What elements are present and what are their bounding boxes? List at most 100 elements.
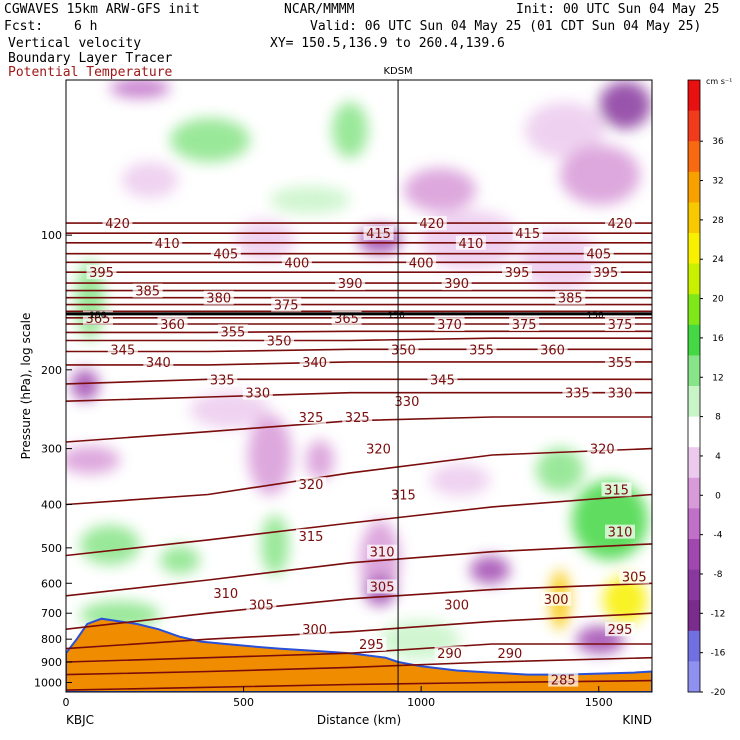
colorbar-tick-label: -4 bbox=[714, 531, 723, 541]
theta-label-bg bbox=[102, 216, 133, 231]
theta-label-bg bbox=[207, 372, 238, 387]
kdsm-label: KDSM bbox=[383, 66, 412, 77]
theta-label-bg bbox=[590, 265, 621, 280]
tropopause-label: 150 bbox=[587, 311, 604, 321]
colorbar-swatch bbox=[688, 233, 700, 265]
y-axis: 100 200 300 400 500 600 700 800 900 1000 bbox=[34, 229, 72, 690]
theta-label-bg bbox=[246, 597, 277, 612]
theta-label: 315 bbox=[391, 489, 416, 504]
theta-label-bg bbox=[299, 354, 330, 369]
model-title: CGWAVES 15km ARW-GFS init bbox=[4, 2, 200, 17]
colorbar-tick-label: 24 bbox=[712, 255, 724, 265]
theta-label: 370 bbox=[437, 318, 462, 333]
colorbar-swatch bbox=[688, 508, 700, 540]
theta-label: 315 bbox=[604, 483, 629, 498]
theta-label: 340 bbox=[302, 356, 327, 371]
theta-label: 355 bbox=[221, 325, 246, 340]
theta-label: 325 bbox=[299, 411, 324, 426]
colorbar-tick-label: 8 bbox=[715, 413, 721, 423]
theta-label: 395 bbox=[505, 266, 530, 281]
theta-label: 350 bbox=[267, 335, 292, 350]
theta-label: 330 bbox=[245, 387, 270, 402]
colorbar-swatch bbox=[688, 110, 700, 142]
colorbar-frame bbox=[687, 79, 701, 693]
theta-label: 390 bbox=[444, 277, 469, 292]
theta-label-bg bbox=[494, 646, 525, 661]
theta-label: 420 bbox=[419, 217, 444, 232]
theta-label-bg bbox=[86, 265, 117, 280]
colorbar-swatch bbox=[688, 569, 700, 601]
theta-label: 305 bbox=[249, 599, 274, 614]
x-axis: 0 500 1000 1500 bbox=[63, 686, 613, 709]
theta-label: 345 bbox=[430, 373, 455, 388]
fcst-label: Fcst: bbox=[4, 19, 44, 34]
theta-label-bg bbox=[555, 290, 586, 305]
theta-contour-320 bbox=[66, 447, 652, 506]
theta-label: 375 bbox=[274, 299, 299, 314]
theta-label: 365 bbox=[334, 312, 359, 327]
theta-label-bg bbox=[388, 342, 419, 357]
y-tick-label: 200 bbox=[41, 364, 62, 377]
colorbar-tick-label: 16 bbox=[712, 334, 724, 344]
theta-label: 355 bbox=[469, 343, 494, 358]
theta-label: 415 bbox=[366, 227, 391, 242]
y-tick-label: 400 bbox=[41, 498, 62, 511]
theta-label-bg bbox=[605, 354, 636, 369]
theta-label-bg bbox=[466, 342, 497, 357]
theta-contour-305 bbox=[66, 582, 652, 630]
x-axis-label: Distance (km) bbox=[317, 713, 401, 727]
theta-label: 400 bbox=[284, 256, 309, 271]
theta-label-bg bbox=[605, 216, 636, 231]
theta-label-bg bbox=[296, 477, 327, 492]
y-tick-label: 900 bbox=[41, 656, 62, 669]
colorbar-tick-label: 32 bbox=[712, 177, 723, 187]
theta-contour-335 bbox=[66, 378, 652, 385]
y-tick-label: 800 bbox=[41, 633, 62, 646]
theta-label: 395 bbox=[89, 266, 114, 281]
theta-label-bg bbox=[541, 591, 572, 606]
theta-label: 310 bbox=[213, 587, 238, 602]
theta-label-bg bbox=[335, 276, 366, 291]
theta-label-bg bbox=[509, 317, 540, 332]
y-tick-label: 100 bbox=[41, 229, 62, 242]
theta-label: 295 bbox=[608, 623, 633, 638]
theta-label-bg bbox=[281, 255, 312, 270]
theta-label-bg bbox=[203, 290, 234, 305]
theta-label: 320 bbox=[366, 443, 391, 458]
colorbar-tick-label: -12 bbox=[711, 609, 726, 619]
theta-label: 310 bbox=[370, 546, 395, 561]
theta-label: 310 bbox=[608, 526, 633, 541]
theta-label: 410 bbox=[458, 237, 483, 252]
theta-label: 285 bbox=[551, 674, 576, 689]
left-station-label: KBJC bbox=[66, 713, 94, 727]
theta-label: 305 bbox=[370, 580, 395, 595]
theta-label: 335 bbox=[210, 373, 235, 388]
y-tick-label: 600 bbox=[41, 577, 62, 590]
theta-label: 325 bbox=[345, 411, 370, 426]
theta-label-bg bbox=[441, 276, 472, 291]
colorbar-tick-label: 36 bbox=[712, 137, 724, 147]
tropopause-label: 150 bbox=[89, 311, 106, 321]
theta-label-bg bbox=[583, 246, 614, 261]
theta-label: 420 bbox=[608, 217, 633, 232]
theta-label-bg bbox=[502, 265, 533, 280]
theta-label: 330 bbox=[608, 387, 633, 402]
right-station-label: KIND bbox=[622, 713, 652, 727]
theta-label-bg bbox=[427, 372, 458, 387]
theta-label: 320 bbox=[299, 478, 324, 493]
colorbar-swatch bbox=[688, 80, 700, 112]
theta-label: 300 bbox=[444, 599, 469, 614]
colorbar-tick-label: 28 bbox=[712, 216, 724, 226]
theta-label-bg bbox=[242, 385, 273, 400]
theta-label-bg bbox=[296, 528, 327, 543]
init-time: Init: 00 UTC Sun 04 May 25 bbox=[516, 2, 720, 17]
colorbar-tick-label: 0 bbox=[715, 491, 721, 501]
theta-label-bg bbox=[388, 487, 419, 502]
plot-frame bbox=[65, 79, 653, 693]
theta-label-bg bbox=[605, 524, 636, 539]
theta-label-bg bbox=[619, 569, 650, 584]
theta-label: 360 bbox=[540, 343, 565, 358]
theta-label: 420 bbox=[105, 217, 130, 232]
colorbar-swatch bbox=[688, 539, 700, 571]
